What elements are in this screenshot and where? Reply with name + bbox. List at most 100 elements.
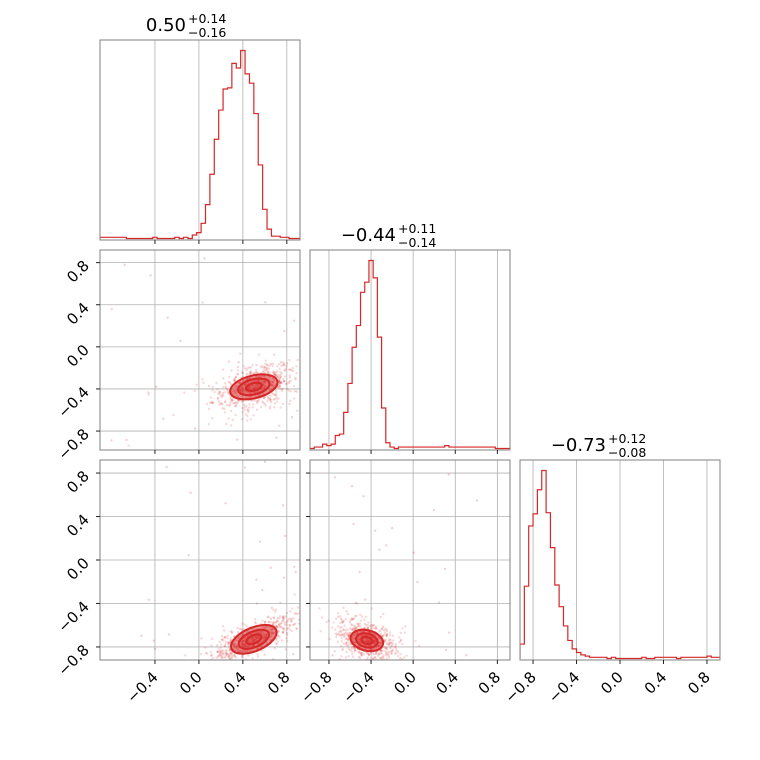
sample-point: [271, 392, 274, 396]
sample-point: [269, 362, 273, 366]
sample-point: [225, 422, 228, 426]
sample-point: [280, 622, 283, 625]
sample-point: [364, 623, 368, 626]
sample-point: [275, 395, 278, 398]
sample-point: [201, 301, 204, 304]
sample-point: [378, 656, 382, 660]
sample-point: [280, 388, 283, 391]
sample-point: [276, 620, 279, 623]
sample-point: [306, 370, 308, 372]
hist-panel-1: 0.50 +0.14−0.16: [99, 11, 301, 244]
sample-point: [303, 362, 305, 364]
sample-point: [221, 394, 224, 397]
sample-point: [379, 629, 382, 632]
title-lower-err-2: −0.14: [398, 235, 436, 250]
sample-point: [230, 655, 233, 659]
sample-point: [393, 645, 397, 649]
contour-level: [245, 633, 263, 646]
sample-point: [403, 631, 406, 634]
sample-point: [344, 632, 347, 635]
sample-point: [254, 622, 258, 625]
sample-point: [337, 632, 340, 636]
sample-point: [289, 617, 292, 621]
sample-point: [295, 365, 298, 368]
sample-point: [295, 390, 298, 393]
sample-point: [377, 630, 381, 633]
sample-point: [279, 622, 282, 625]
sample-point: [162, 417, 165, 420]
sample-point: [276, 640, 279, 643]
sample-point: [292, 623, 296, 626]
sample-point: [222, 377, 225, 380]
sample-point: [221, 649, 224, 652]
sample-point: [246, 414, 249, 418]
sample-point: [275, 625, 278, 628]
x-tick-label: 0.0: [176, 668, 206, 698]
sample-point: [336, 640, 340, 644]
sample-point: [237, 360, 240, 364]
sample-point: [383, 646, 386, 649]
sample-point: [227, 640, 231, 644]
sample-point: [233, 401, 237, 405]
sample-point: [266, 370, 269, 374]
sample-point: [257, 398, 261, 401]
sample-point: [224, 642, 227, 646]
sample-point: [278, 377, 281, 380]
sample-point: [405, 654, 408, 657]
sample-point: [203, 669, 205, 671]
sample-point: [236, 372, 239, 375]
sample-point: [211, 400, 214, 404]
sample-point: [363, 622, 367, 626]
sample-point: [110, 308, 113, 311]
sample-point: [385, 646, 388, 649]
sample-point: [385, 642, 388, 645]
sample-point: [374, 529, 377, 532]
sample-point: [380, 627, 383, 630]
sample-point: [220, 638, 224, 641]
sample-point: [394, 647, 398, 650]
sample-point: [240, 627, 243, 631]
sample-point: [397, 654, 400, 658]
sample-point: [399, 638, 403, 641]
sample-point: [195, 383, 198, 386]
sample-point: [351, 629, 355, 632]
sample-point: [246, 409, 250, 412]
sample-point: [241, 417, 244, 421]
sample-point: [293, 612, 297, 615]
sample-point: [223, 636, 227, 639]
sample-point: [294, 378, 297, 381]
sample-point: [352, 627, 355, 630]
sample-point: [373, 627, 377, 630]
sample-point: [401, 643, 404, 646]
sample-point: [217, 390, 221, 393]
sample-point: [167, 633, 171, 636]
sample-point: [203, 257, 206, 260]
sample-point: [272, 621, 275, 625]
sample-point: [398, 641, 401, 644]
sample-point: [329, 607, 331, 609]
sample-point: [340, 639, 343, 643]
sample-point: [230, 399, 233, 402]
sample-point: [285, 365, 288, 368]
sample-point: [262, 370, 265, 373]
sample-point: [381, 627, 384, 631]
sample-point: [286, 619, 289, 623]
sample-point: [273, 393, 276, 397]
y-tick-label: −0.4: [54, 598, 92, 636]
sample-point: [426, 690, 428, 692]
sample-point: [339, 629, 342, 632]
sample-point: [359, 625, 362, 628]
sample-point: [276, 626, 279, 629]
sample-point: [384, 627, 387, 631]
sample-point: [228, 375, 231, 379]
sample-point: [348, 648, 352, 652]
sample-point: [354, 627, 358, 630]
sample-point: [340, 655, 343, 658]
sample-point: [223, 382, 227, 385]
sample-point: [339, 621, 342, 625]
sample-point: [216, 650, 220, 654]
sample-point: [222, 639, 225, 642]
sample-point: [279, 382, 282, 385]
sample-point: [222, 665, 224, 667]
sample-point: [266, 399, 269, 403]
